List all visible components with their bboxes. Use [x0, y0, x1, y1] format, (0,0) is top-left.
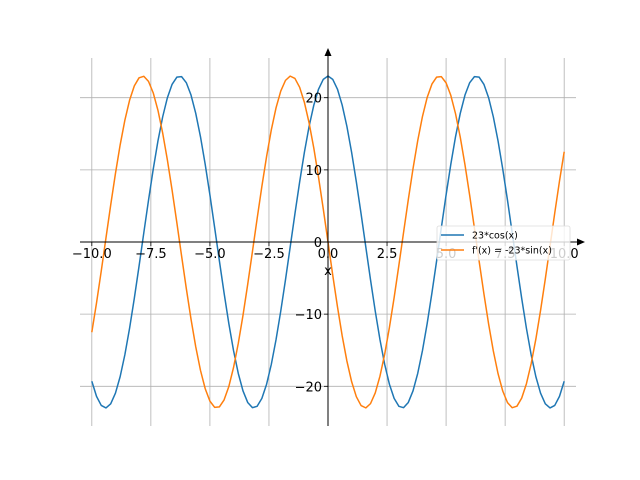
y-tick-label: −20: [295, 380, 322, 395]
y-tick-label: 0: [314, 236, 322, 251]
x-tick-label: 2.5: [377, 247, 398, 262]
y-axis-arrow-icon: [324, 48, 332, 56]
x-axis-arrow-icon: [577, 238, 585, 246]
x-axis-label: x: [324, 264, 332, 279]
x-tick-label: −10.0: [72, 247, 112, 262]
x-tick-label: −5.0: [194, 247, 226, 262]
y-tick-label: −10: [295, 308, 322, 323]
x-tick-label: −7.5: [135, 247, 167, 262]
legend-label-2: f'(x) = -23*sin(x): [472, 246, 552, 257]
x-tick-label: −2.5: [253, 247, 285, 262]
legend-box: [436, 225, 571, 261]
y-tick-label: 20: [305, 92, 322, 107]
x-tick-label: 0.0: [318, 247, 339, 262]
y-tick-label: 10: [305, 164, 322, 179]
legend-label-1: 23*cos(x): [472, 231, 518, 242]
legend: 23*cos(x) f'(x) = -23*sin(x): [436, 225, 571, 261]
